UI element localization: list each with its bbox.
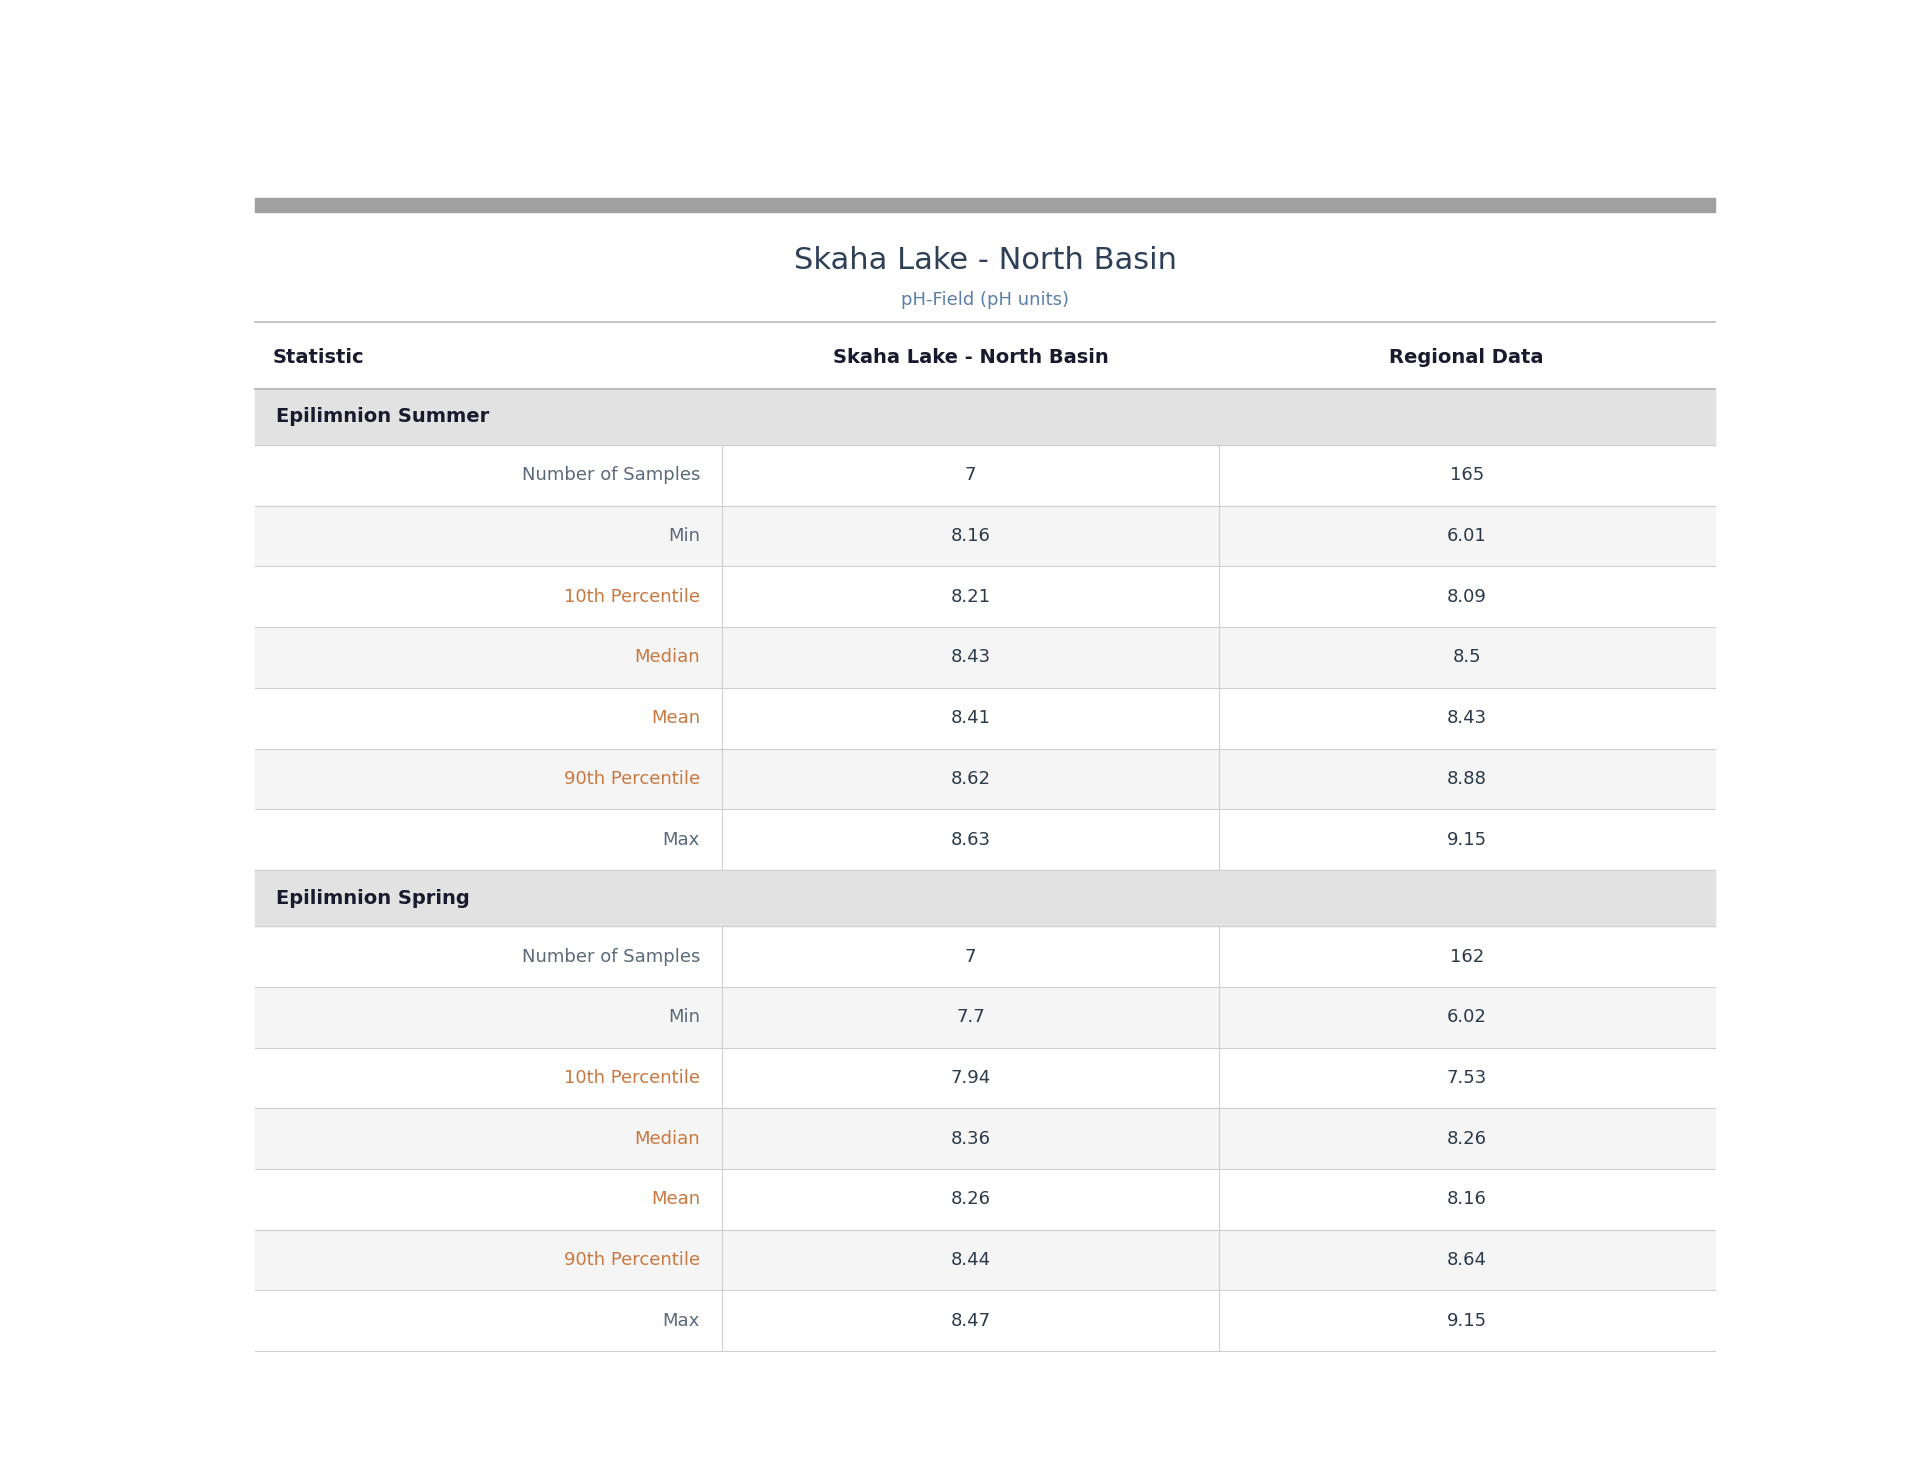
Bar — [256, 1169, 1714, 1229]
Text: Skaha Lake - North Basin: Skaha Lake - North Basin — [832, 349, 1109, 368]
Text: 165: 165 — [1449, 466, 1484, 485]
Text: Min: Min — [669, 1009, 700, 1026]
Text: Regional Data: Regional Data — [1390, 349, 1543, 368]
Bar — [256, 749, 1714, 809]
Text: 8.43: 8.43 — [1447, 710, 1488, 727]
Text: 8.88: 8.88 — [1447, 769, 1488, 788]
Bar — [256, 809, 1714, 870]
Bar — [256, 197, 1714, 212]
Text: 8.16: 8.16 — [1447, 1190, 1488, 1209]
Bar — [256, 688, 1714, 749]
Text: Skaha Lake - North Basin: Skaha Lake - North Basin — [794, 247, 1176, 274]
Text: 6.02: 6.02 — [1447, 1009, 1488, 1026]
Text: 7.53: 7.53 — [1447, 1069, 1488, 1086]
Text: 8.41: 8.41 — [949, 710, 990, 727]
Bar — [256, 926, 1714, 987]
Text: Epilimnion Summer: Epilimnion Summer — [277, 407, 490, 426]
Text: 10th Percentile: 10th Percentile — [563, 1069, 700, 1086]
Bar — [256, 445, 1714, 505]
Text: 8.5: 8.5 — [1453, 648, 1482, 666]
Text: 90th Percentile: 90th Percentile — [563, 769, 700, 788]
Text: 6.01: 6.01 — [1447, 527, 1486, 545]
Bar — [256, 1108, 1714, 1169]
Text: Mean: Mean — [652, 710, 700, 727]
Text: 7.7: 7.7 — [955, 1009, 984, 1026]
Text: 7.94: 7.94 — [949, 1069, 990, 1086]
Text: 9.15: 9.15 — [1447, 831, 1488, 848]
Text: 9.15: 9.15 — [1447, 1311, 1488, 1330]
Bar — [256, 987, 1714, 1048]
Text: Median: Median — [634, 648, 700, 666]
Bar — [256, 1229, 1714, 1291]
Bar — [256, 1291, 1714, 1351]
Text: 8.26: 8.26 — [1447, 1130, 1488, 1148]
Text: 7: 7 — [965, 948, 976, 965]
Bar — [256, 388, 1714, 445]
Text: Max: Max — [663, 831, 700, 848]
Text: 162: 162 — [1449, 948, 1484, 965]
Text: 8.64: 8.64 — [1447, 1251, 1488, 1269]
Text: 8.09: 8.09 — [1447, 588, 1488, 606]
Text: 8.44: 8.44 — [949, 1251, 990, 1269]
Text: Min: Min — [669, 527, 700, 545]
Bar — [256, 505, 1714, 566]
Text: Max: Max — [663, 1311, 700, 1330]
Text: 8.47: 8.47 — [949, 1311, 990, 1330]
Text: 7: 7 — [965, 466, 976, 485]
Bar — [256, 870, 1714, 926]
Text: Number of Samples: Number of Samples — [521, 466, 700, 485]
Text: 10th Percentile: 10th Percentile — [563, 588, 700, 606]
Text: Number of Samples: Number of Samples — [521, 948, 700, 965]
Text: Epilimnion Spring: Epilimnion Spring — [277, 889, 469, 908]
Text: pH-Field (pH units): pH-Field (pH units) — [901, 291, 1069, 310]
Text: 8.26: 8.26 — [949, 1190, 990, 1209]
Text: 8.63: 8.63 — [949, 831, 990, 848]
Text: Median: Median — [634, 1130, 700, 1148]
Text: Mean: Mean — [652, 1190, 700, 1209]
Bar — [256, 628, 1714, 688]
Bar — [256, 566, 1714, 628]
Text: 8.36: 8.36 — [949, 1130, 990, 1148]
Text: 90th Percentile: 90th Percentile — [563, 1251, 700, 1269]
Bar — [256, 1048, 1714, 1108]
Text: 8.16: 8.16 — [951, 527, 990, 545]
Text: 8.43: 8.43 — [949, 648, 990, 666]
Text: 8.21: 8.21 — [949, 588, 990, 606]
Text: Statistic: Statistic — [273, 349, 365, 368]
Text: 8.62: 8.62 — [949, 769, 990, 788]
